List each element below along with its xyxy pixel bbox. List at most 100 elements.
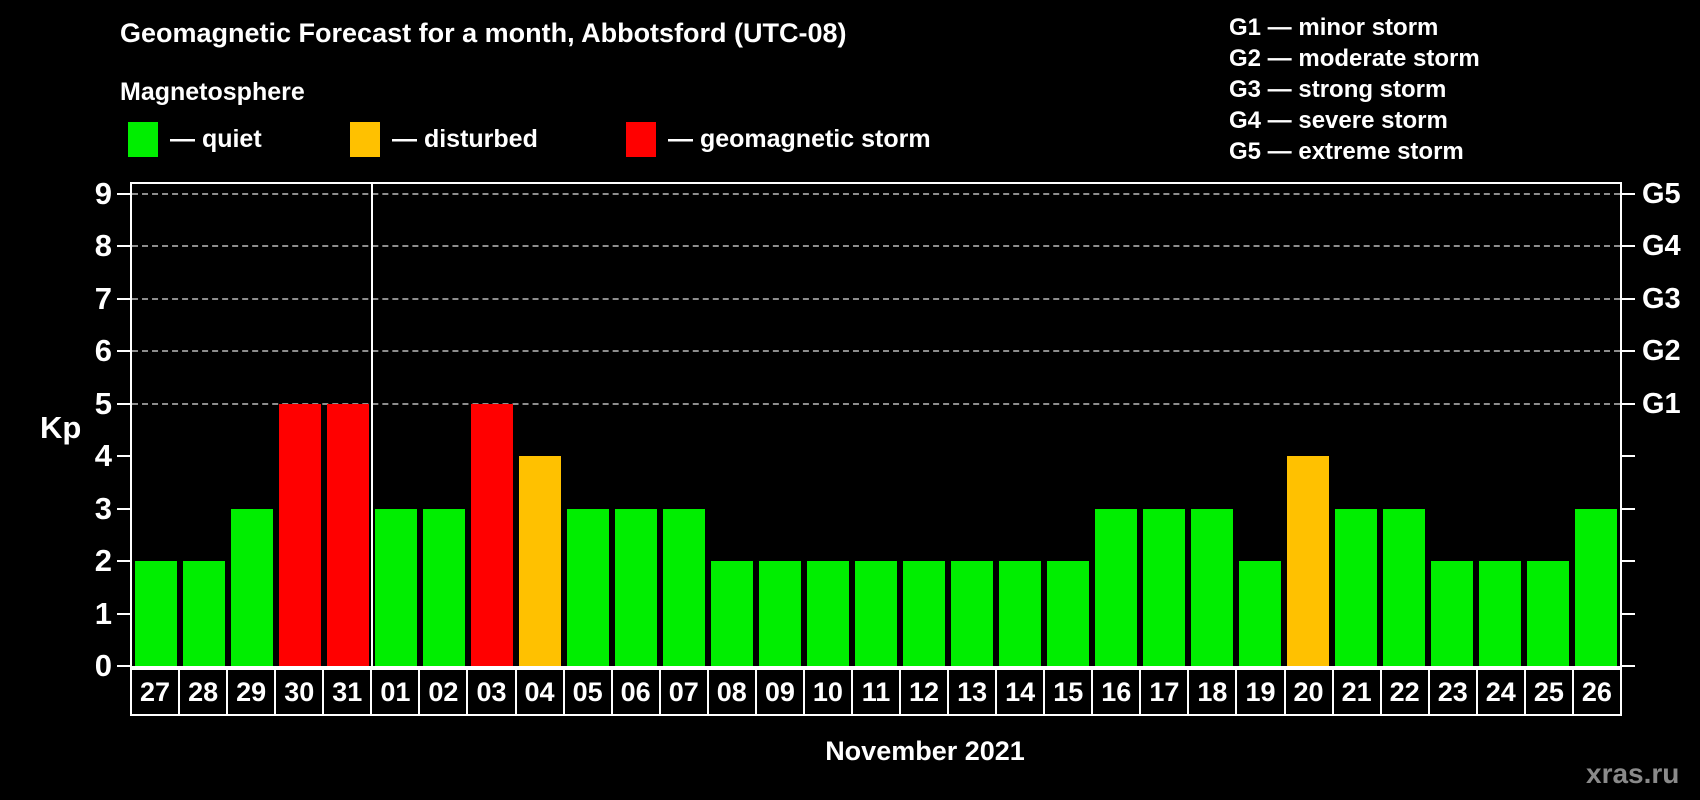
legend-label-disturbed: — disturbed: [392, 124, 538, 153]
right-tick-kp3: [1622, 507, 1635, 510]
watermark: xras.ru: [1586, 758, 1680, 789]
date-cell-29: 29: [228, 670, 277, 714]
date-cell-19: 19: [1237, 670, 1286, 714]
y-tick-label-8: 8: [94, 228, 112, 263]
page-title: Geomagnetic Forecast for a month, Abbots…: [120, 18, 847, 48]
kp-bar-26: [1574, 508, 1618, 666]
right-tick-kp2: [1622, 560, 1635, 562]
left-tick-kp2: [117, 560, 130, 562]
date-cell-20: 20: [1286, 670, 1334, 714]
left-tick-kp3: [117, 507, 130, 510]
left-tick-kp9: [117, 192, 130, 195]
date-cell-31: 31: [324, 670, 373, 714]
gridline-kp5: [132, 402, 1620, 405]
date-cell-21: 21: [1334, 670, 1382, 714]
date-cell-17: 17: [1141, 670, 1190, 714]
right-tick-kp1: [1622, 612, 1635, 615]
y-tick-label-6: 6: [94, 333, 112, 368]
y-tick-label-3: 3: [94, 490, 112, 526]
kp-bar-27: [134, 561, 178, 666]
right-tick-kp6: [1622, 350, 1635, 352]
date-cell-30: 30: [276, 670, 325, 714]
date-cell-04: 04: [517, 670, 565, 714]
kp-bar-11: [854, 561, 898, 666]
left-tick-kp1: [117, 612, 130, 615]
legend-label-storm: — geomagnetic storm: [668, 124, 931, 153]
date-cell-22: 22: [1382, 670, 1430, 714]
date-cell-16: 16: [1093, 670, 1142, 714]
y-tick-label-5: 5: [94, 385, 112, 421]
y-tick-label-7: 7: [94, 280, 112, 316]
date-cell-01: 01: [372, 670, 421, 714]
kp-bar-25: [1526, 561, 1570, 666]
left-tick-kp0: [117, 665, 130, 667]
kp-bar-14: [998, 561, 1042, 666]
x-axis-title: November 2021: [825, 736, 1025, 766]
date-cell-02: 02: [420, 670, 469, 714]
date-cell-26: 26: [1581, 677, 1612, 707]
left-tick-kp5: [117, 402, 130, 405]
date-cell-10: 10: [805, 670, 853, 714]
legend-item-disturbed: — disturbed: [350, 121, 538, 157]
disturbed-color-swatch: [350, 121, 380, 157]
kp-bar-02: [422, 508, 466, 666]
date-cell-08: 08: [709, 670, 757, 714]
date-cell-25: 25: [1526, 670, 1574, 714]
date-cell-24: 24: [1478, 670, 1526, 714]
kp-bar-21: [1334, 508, 1378, 666]
date-cell-03: 03: [468, 670, 517, 714]
legend-label-quiet: — quiet: [170, 124, 262, 153]
kp-bar-09: [758, 561, 802, 666]
g-axis-label-G4: G4: [1642, 230, 1681, 262]
x-axis-date-row: 27 28 29 30 31 01 02 03 04 05 06 07 08 09 10 11 12 13 14 15…: [130, 668, 1622, 716]
left-tick-kp7: [117, 297, 130, 300]
left-tick-kp4: [117, 455, 130, 457]
g1-legend-line: G1 — minor storm: [1229, 14, 1439, 41]
kp-bar-30: [278, 403, 322, 666]
right-tick-kp7: [1622, 297, 1635, 300]
y-tick-label-0: 0: [94, 648, 112, 683]
kp-bar-28: [182, 561, 226, 666]
right-tick-kp9: [1622, 192, 1635, 195]
kp-bar-15: [1046, 561, 1090, 666]
date-cell-06: 06: [613, 670, 661, 714]
g-axis-label-G5: G5: [1642, 177, 1681, 210]
y-tick-label-4: 4: [94, 438, 112, 473]
date-cell-14: 14: [997, 670, 1046, 714]
date-cell-09: 09: [757, 670, 805, 714]
kp-bar-13: [950, 561, 994, 666]
kp-bar-19: [1238, 561, 1282, 666]
kp-bar-04: [518, 456, 562, 666]
kp-bar-07: [662, 508, 706, 666]
storm-color-swatch: [626, 121, 656, 157]
date-cell-05: 05: [565, 670, 613, 714]
gridline-kp6: [132, 350, 1620, 352]
g4-legend-line: G4 — severe storm: [1229, 107, 1448, 134]
date-cell-18: 18: [1189, 670, 1238, 714]
kp-bar-18: [1190, 508, 1234, 666]
y-tick-label-1: 1: [94, 595, 112, 631]
y-axis-title: Kp: [40, 410, 82, 445]
kp-bar-20: [1286, 456, 1330, 666]
kp-bar-03: [470, 403, 514, 666]
g-axis-label-G2: G2: [1642, 335, 1681, 367]
date-cell-11: 11: [853, 670, 901, 714]
date-cell-07: 07: [661, 670, 709, 714]
kp-bar-23: [1430, 561, 1474, 666]
y-tick-label-2: 2: [94, 543, 112, 578]
kp-bar-17: [1142, 508, 1186, 666]
kp-bar-08: [710, 561, 754, 666]
kp-bar-05: [566, 508, 610, 666]
g3-legend-line: G3 — strong storm: [1229, 76, 1447, 103]
right-tick-kp4: [1622, 455, 1635, 457]
date-cell-23: 23: [1430, 670, 1478, 714]
right-tick-kp8: [1622, 245, 1635, 247]
legend-item-storm: — geomagnetic storm: [626, 121, 931, 157]
g2-legend-line: G2 — moderate storm: [1229, 45, 1480, 72]
gridline-kp8: [132, 245, 1620, 247]
date-cell-28: 28: [180, 670, 229, 714]
g-scale-legend: G1 — minor storm G2 — moderate storm G3 …: [1229, 12, 1480, 167]
kp-bar-01: [374, 508, 418, 666]
gridline-kp7: [132, 297, 1620, 300]
